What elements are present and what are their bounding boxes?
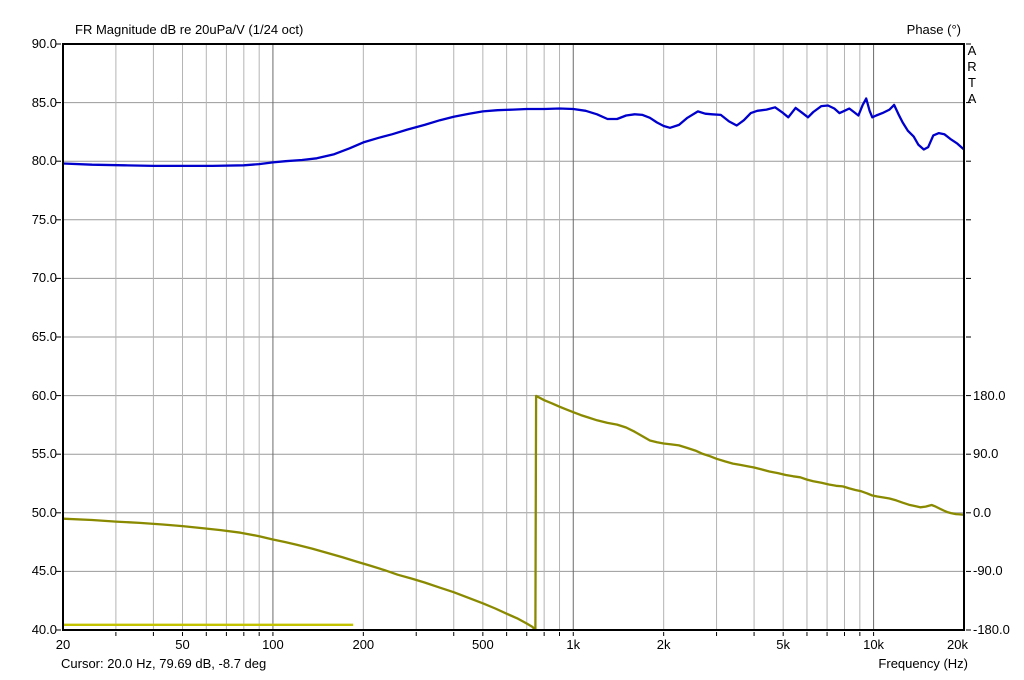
freq-tick-label: 50: [175, 637, 190, 652]
arta-letter: R: [967, 59, 977, 74]
phase-tick-label: 180.0: [973, 387, 1006, 403]
plot-border: [62, 43, 965, 631]
db-tick-label: 45.0: [31, 563, 57, 579]
x-axis-title: Frequency (Hz): [878, 656, 968, 671]
db-tick-label: 90.0: [31, 36, 57, 51]
freq-tick-label: 1k: [566, 637, 581, 652]
db-tick-label: 75.0: [31, 211, 57, 227]
freq-tick-label: 200: [352, 637, 375, 652]
freq-tick-label: 2k: [656, 637, 671, 652]
page-title: FR Magnitude dB re 20uPa/V (1/24 oct): [75, 22, 304, 37]
phase-axis-title: Phase (°): [906, 22, 961, 37]
gridlines: [63, 44, 964, 630]
arta-letter: T: [968, 75, 976, 90]
phase-curve: [63, 394, 964, 630]
freq-tick-label: 5k: [776, 637, 791, 652]
db-tick-label: 55.0: [31, 446, 57, 462]
arta-letter: A: [967, 43, 977, 58]
cursor-readout: Cursor: 20.0 Hz, 79.69 dB, -8.7 deg: [61, 656, 267, 671]
phase-tick-label: -180.0: [973, 622, 1010, 637]
db-tick-label: 40.0: [31, 622, 57, 637]
db-tick-label: 65.0: [31, 329, 57, 344]
freq-tick-label: 500: [471, 637, 494, 652]
freq-tick-label: 20: [55, 637, 71, 652]
db-tick-label: 70.0: [31, 270, 57, 286]
freq-tick-label: 20k: [947, 637, 968, 652]
db-tick-label: 50.0: [31, 504, 57, 520]
db-tick-label: 60.0: [31, 387, 57, 403]
db-tick-label: 85.0: [31, 94, 57, 110]
magnitude-curve: [63, 97, 964, 168]
curves: [63, 97, 964, 630]
freq-tick-label: 10k: [863, 637, 885, 652]
freq-tick-label: 100: [262, 637, 284, 652]
phase-tick-label: 90.0: [973, 446, 999, 462]
phase-tick-label: -90.0: [973, 563, 1003, 579]
phase-tick-label: 0.0: [973, 504, 992, 520]
db-tick-label: 80.0: [31, 153, 57, 169]
axis-ticks: [56, 43, 971, 636]
arta-letter: A: [967, 91, 977, 106]
